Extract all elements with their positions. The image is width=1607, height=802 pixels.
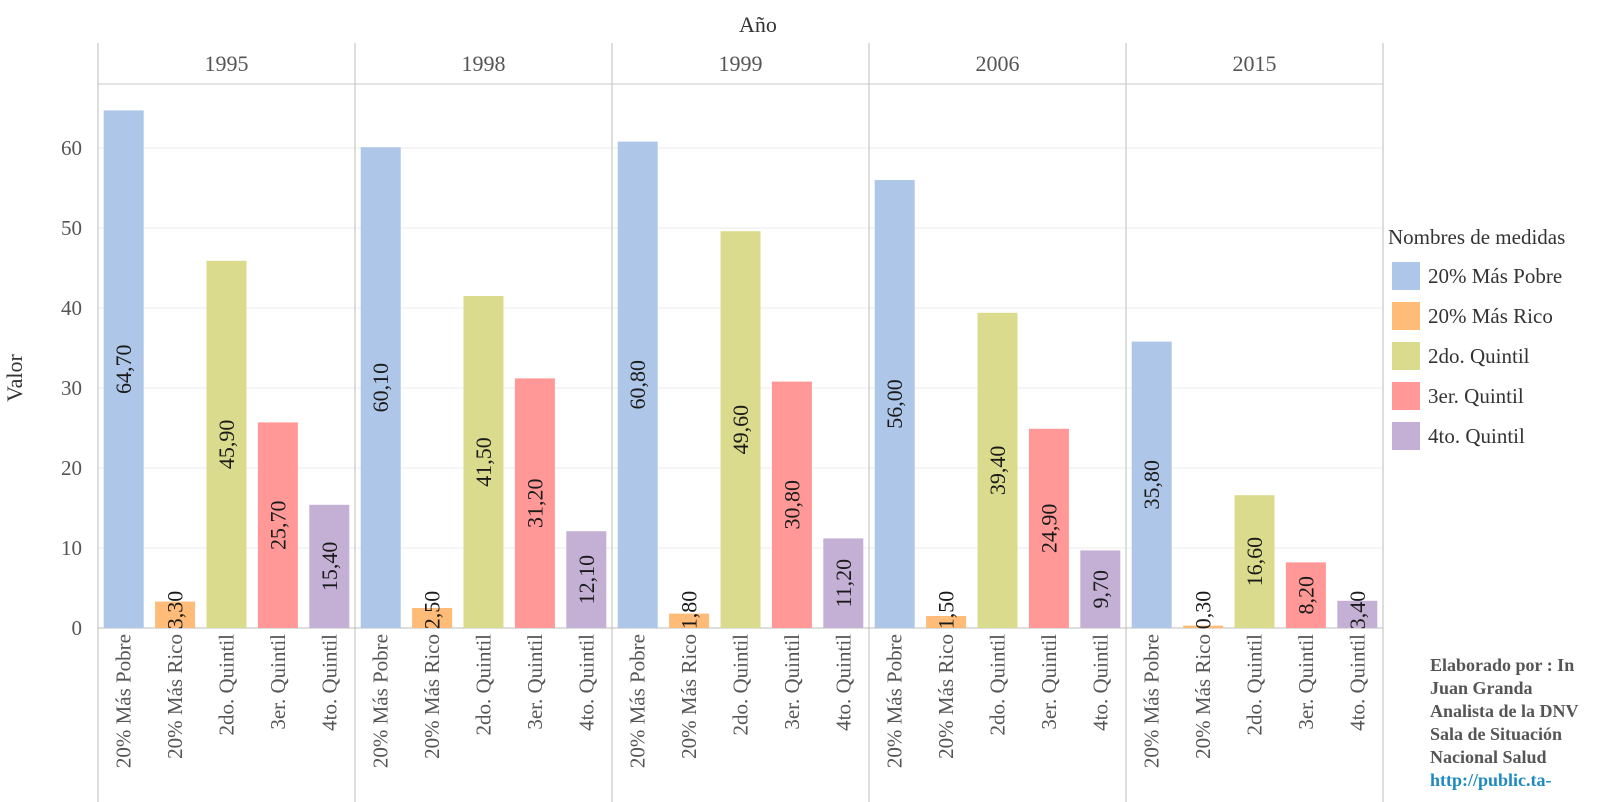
legend-label: 20% Más Rico [1428, 304, 1553, 329]
bars [104, 110, 1378, 628]
data-label: 12,10 [574, 555, 599, 605]
x-tick-label: 20% Más Pobre [112, 634, 136, 768]
panel-header-2015: 2015 [1233, 51, 1277, 76]
x-tick-label: 20% Más Rico [677, 634, 701, 759]
x-tick-label: 20% Más Pobre [626, 634, 650, 768]
y-tick-label: 0 [72, 616, 83, 640]
y-tick-label: 10 [61, 536, 82, 560]
data-label: 45,90 [214, 420, 239, 470]
legend: Nombres de medidas 20% Más Pobre 20% Más … [1388, 225, 1565, 456]
column-header: Año [739, 12, 777, 37]
data-label: 8,20 [1293, 576, 1318, 615]
credits-line: Analista de la DNV [1430, 700, 1579, 723]
x-tick-label: 20% Más Rico [420, 634, 444, 759]
data-label: 35,80 [1139, 460, 1164, 510]
x-tick-label: 20% Más Rico [1191, 634, 1215, 759]
legend-label: 3er. Quintil [1428, 384, 1524, 409]
y-tick-label: 60 [61, 136, 82, 160]
legend-swatch [1392, 422, 1420, 450]
data-label: 9,70 [1088, 570, 1113, 609]
x-tick-label: 20% Más Pobre [883, 634, 907, 768]
data-label: 60,10 [368, 363, 393, 413]
data-label: 49,60 [728, 405, 753, 455]
x-tick-label: 2do. Quintil [472, 634, 496, 736]
x-tick-label: 2do. Quintil [729, 634, 753, 736]
data-label: 24,90 [1036, 504, 1061, 554]
data-label: 30,80 [779, 480, 804, 530]
x-ticks: 20% Más Pobre 20% Más Rico 2do. Quintil 3er… [112, 634, 1370, 768]
x-tick-label: 3er. Quintil [1294, 634, 1318, 730]
data-label: 2,50 [420, 591, 445, 630]
data-label: 60,80 [625, 360, 650, 410]
legend-item: 20% Más Pobre [1392, 256, 1565, 296]
y-tick-label: 50 [61, 216, 82, 240]
x-tick-label: 4to. Quintil [831, 634, 855, 731]
data-label: 16,60 [1242, 537, 1267, 587]
legend-items: 20% Más Pobre 20% Más Rico 2do. Quintil 3er… [1388, 256, 1565, 456]
y-axis-label: Valor [2, 354, 27, 402]
credits-line: Nacional Salud [1430, 746, 1579, 769]
panel-header-1995: 1995 [205, 51, 249, 76]
legend-item: 2do. Quintil [1392, 336, 1565, 376]
legend-swatch [1392, 342, 1420, 370]
x-tick-label: 20% Más Pobre [1140, 634, 1164, 768]
data-label: 11,20 [831, 559, 856, 608]
legend-swatch [1392, 382, 1420, 410]
data-label: 3,30 [163, 591, 188, 630]
x-tick-label: 4to. Quintil [1088, 634, 1112, 731]
legend-swatch [1392, 302, 1420, 330]
x-tick-label: 2do. Quintil [215, 634, 239, 736]
credits-line: Sala de Situación [1430, 723, 1579, 746]
x-tick-label: 3er. Quintil [1037, 634, 1061, 730]
legend-label: 20% Más Pobre [1428, 264, 1562, 289]
data-label: 1,50 [934, 591, 959, 630]
legend-label: 2do. Quintil [1428, 344, 1530, 369]
data-label: 31,20 [522, 478, 547, 528]
y-tick-label: 40 [61, 296, 82, 320]
y-tick-label: 30 [61, 376, 82, 400]
x-tick-label: 2do. Quintil [986, 634, 1010, 736]
credits: Elaborado por : In Juan Granda Analista … [1430, 654, 1579, 792]
y-ticks: 0 10 20 30 40 50 60 [61, 136, 82, 640]
legend-item: 3er. Quintil [1392, 376, 1565, 416]
x-tick-label: 20% Más Rico [163, 634, 187, 759]
y-tick-label: 20 [61, 456, 82, 480]
data-label: 0,30 [1191, 591, 1216, 630]
data-label: 3,40 [1345, 591, 1370, 630]
data-label: 56,00 [882, 379, 907, 429]
x-tick-label: 4to. Quintil [574, 634, 598, 731]
x-tick-label: 4to. Quintil [317, 634, 341, 731]
legend-title: Nombres de medidas [1388, 225, 1565, 250]
data-label: 41,50 [471, 437, 496, 487]
credits-line: Juan Granda [1430, 677, 1579, 700]
credits-line: Elaborado por : In [1430, 654, 1579, 677]
legend-item: 4to. Quintil [1392, 416, 1565, 456]
panel-header-1998: 1998 [462, 51, 506, 76]
data-label: 64,70 [111, 344, 136, 394]
panel-header-1999: 1999 [719, 51, 763, 76]
panel-header-2006: 2006 [976, 51, 1020, 76]
data-label: 39,40 [985, 446, 1010, 496]
data-label: 15,40 [317, 542, 342, 592]
data-label: 1,80 [677, 591, 702, 630]
data-label: 25,70 [265, 500, 290, 550]
legend-swatch [1392, 262, 1420, 290]
legend-label: 4to. Quintil [1428, 424, 1525, 449]
x-tick-label: 4to. Quintil [1345, 634, 1369, 731]
x-tick-label: 20% Más Pobre [369, 634, 393, 768]
x-tick-label: 20% Más Rico [934, 634, 958, 759]
x-tick-label: 2do. Quintil [1243, 634, 1267, 736]
x-tick-label: 3er. Quintil [780, 634, 804, 730]
legend-item: 20% Más Rico [1392, 296, 1565, 336]
x-tick-label: 3er. Quintil [266, 634, 290, 730]
x-tick-label: 3er. Quintil [523, 634, 547, 730]
credits-link[interactable]: http://public.ta- [1430, 769, 1579, 792]
